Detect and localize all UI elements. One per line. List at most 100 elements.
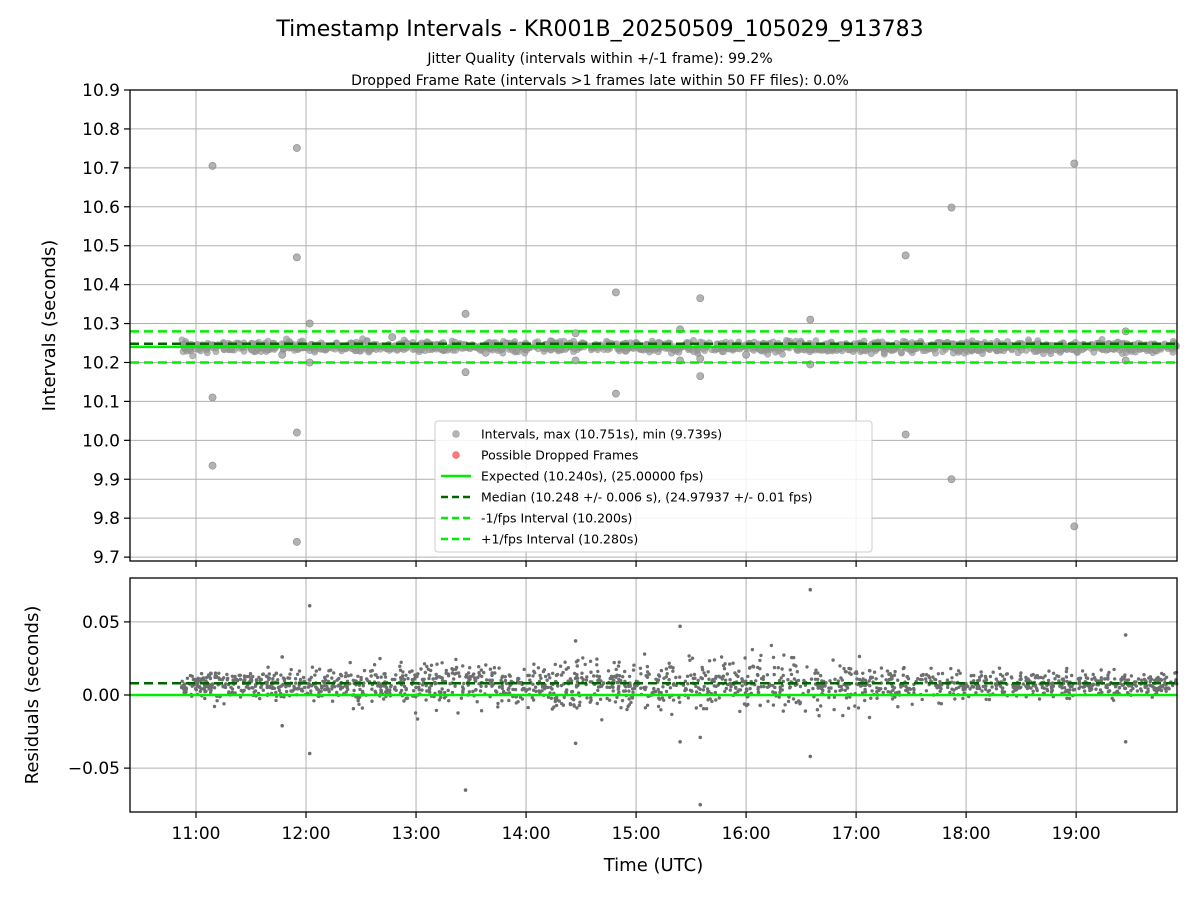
residual-point	[987, 697, 992, 702]
residual-point	[858, 677, 862, 682]
residual-point	[614, 667, 618, 672]
intervals-dense-band	[178, 335, 1180, 360]
intervals-y-tick-label: 10.2	[82, 353, 120, 373]
residual-point	[797, 699, 801, 703]
residual-point	[600, 718, 604, 722]
residual-point	[1106, 676, 1110, 680]
residual-point	[684, 686, 688, 691]
residual-point	[707, 689, 711, 694]
time-x-tick-label: 15:00	[612, 824, 661, 844]
interval-outlier-point	[292, 253, 301, 262]
residual-point	[516, 700, 520, 704]
residual-point	[667, 678, 671, 682]
residual-point	[721, 674, 726, 678]
residual-point	[254, 678, 259, 682]
residual-point	[401, 670, 405, 674]
residual-point	[1105, 686, 1110, 690]
residual-point	[335, 690, 339, 695]
residual-point	[728, 678, 732, 682]
residual-point	[671, 669, 675, 673]
residual-point	[875, 690, 879, 694]
residual-point	[616, 664, 621, 668]
residual-point	[550, 687, 554, 691]
residual-point	[413, 677, 417, 681]
interval-point	[818, 346, 826, 354]
residual-point	[521, 686, 526, 691]
residual-point	[756, 685, 760, 689]
interval-outlier-point	[901, 430, 910, 439]
residual-point	[910, 702, 914, 706]
residual-point	[222, 702, 226, 706]
residual-point	[870, 689, 874, 693]
residual-point	[501, 674, 505, 678]
residual-point	[540, 685, 545, 689]
residual-point	[425, 664, 429, 669]
residual-point	[630, 696, 635, 700]
residual-point	[751, 664, 755, 668]
residual-point	[443, 690, 447, 695]
residual-point	[374, 691, 378, 695]
residual-point	[479, 684, 483, 688]
residual-point	[400, 674, 405, 678]
residual-point	[1103, 677, 1107, 681]
residual-point	[1129, 674, 1134, 678]
residual-point	[728, 662, 732, 666]
residual-point	[642, 652, 647, 656]
residual-point	[548, 676, 552, 680]
interval-point	[1122, 349, 1130, 357]
residual-point	[272, 673, 276, 678]
residual-point	[180, 679, 184, 683]
residual-point	[981, 684, 985, 689]
residual-point	[561, 670, 565, 675]
residual-point	[839, 684, 843, 689]
residual-point	[539, 676, 543, 680]
residual-point	[398, 668, 403, 672]
residual-point	[657, 696, 661, 700]
residual-point	[657, 673, 661, 677]
residual-point	[225, 678, 229, 682]
residual-point	[746, 674, 750, 679]
residual-point	[656, 704, 661, 709]
residual-point	[556, 684, 560, 688]
residual-point	[467, 690, 472, 694]
residual-point	[379, 675, 383, 679]
residual-point	[414, 685, 418, 690]
time-x-tick-label: 13:00	[392, 824, 441, 844]
residual-point	[828, 679, 832, 683]
interval-outlier-point	[481, 348, 490, 357]
interval-outlier-point	[612, 389, 620, 398]
residual-point	[475, 700, 479, 704]
residual-point	[575, 683, 579, 687]
residual-point	[204, 679, 208, 683]
residual-outlier-point	[280, 723, 284, 728]
residual-point	[788, 668, 792, 672]
residual-point	[281, 683, 285, 687]
residual-point	[755, 672, 760, 677]
residual-point	[513, 687, 518, 692]
residual-point	[555, 672, 560, 677]
residual-point	[929, 666, 933, 670]
residual-point	[833, 689, 838, 693]
interval-outlier-point	[947, 203, 956, 212]
interval-point	[1090, 348, 1098, 356]
residuals-x-ticks: 11:00 12:00 13:00 14:00 15:00 16:00 17:00 18:00…	[172, 812, 1101, 844]
residual-point	[425, 689, 429, 693]
residual-point	[904, 688, 908, 693]
residual-point	[983, 687, 988, 691]
residual-point	[361, 684, 365, 688]
residual-point	[692, 672, 697, 677]
residual-point	[370, 699, 374, 703]
residual-point	[1011, 685, 1015, 689]
residual-point	[846, 706, 851, 710]
residual-point	[1084, 676, 1089, 680]
residual-point	[631, 690, 635, 694]
residual-point	[394, 673, 398, 677]
interval-point	[897, 348, 905, 356]
residual-point	[948, 690, 952, 695]
residual-point	[606, 669, 611, 673]
residual-point	[1113, 685, 1118, 689]
residual-point	[185, 676, 190, 680]
residual-point	[656, 687, 660, 692]
residual-point	[968, 687, 972, 691]
residual-point	[408, 670, 412, 674]
